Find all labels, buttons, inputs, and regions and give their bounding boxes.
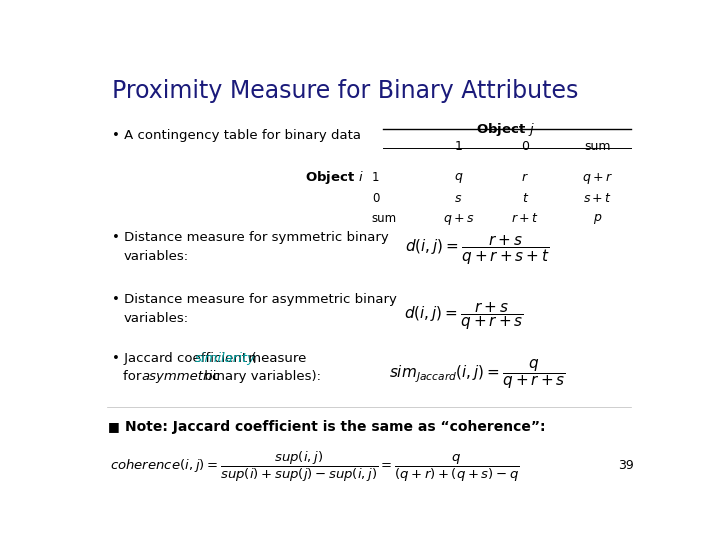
Text: variables:: variables: xyxy=(124,312,189,325)
Text: $d(i, j) = \dfrac{r + s}{q + r + s}$: $d(i, j) = \dfrac{r + s}{q + r + s}$ xyxy=(404,300,524,332)
Text: Proximity Measure for Binary Attributes: Proximity Measure for Binary Attributes xyxy=(112,79,579,103)
Text: Object $j$: Object $j$ xyxy=(477,121,535,138)
Text: asymmetric: asymmetric xyxy=(142,370,220,383)
Text: $q+s$: $q+s$ xyxy=(443,212,474,227)
Text: $d(i, j) = \dfrac{r + s}{q + r + s + t}$: $d(i, j) = \dfrac{r + s}{q + r + s + t}$ xyxy=(405,233,550,267)
Text: Object $i$: Object $i$ xyxy=(305,168,364,186)
Text: $s$: $s$ xyxy=(454,192,462,205)
Text: $sim_{Jaccard}(i, j) = \dfrac{q}{q + r + s}$: $sim_{Jaccard}(i, j) = \dfrac{q}{q + r +… xyxy=(390,357,566,392)
Text: binary variables):: binary variables): xyxy=(200,370,322,383)
Text: $q+r$: $q+r$ xyxy=(582,171,613,186)
Text: 1: 1 xyxy=(372,171,379,184)
Text: • Distance measure for symmetric binary: • Distance measure for symmetric binary xyxy=(112,231,389,244)
Text: $q$: $q$ xyxy=(454,171,463,185)
Text: $t$: $t$ xyxy=(521,192,529,205)
Text: • A contingency table for binary data: • A contingency table for binary data xyxy=(112,129,361,142)
Text: Note: Jaccard coefficient is the same as “coherence”:: Note: Jaccard coefficient is the same as… xyxy=(125,420,545,434)
Text: for: for xyxy=(124,370,146,383)
Text: variables:: variables: xyxy=(124,250,189,263)
Text: 0: 0 xyxy=(521,140,529,153)
Text: sum: sum xyxy=(372,212,397,225)
Text: similarity: similarity xyxy=(195,352,256,365)
Text: • Jaccard coefficient (: • Jaccard coefficient ( xyxy=(112,352,257,365)
Text: $r+t$: $r+t$ xyxy=(511,212,539,225)
Text: sum: sum xyxy=(585,140,611,153)
Text: 0: 0 xyxy=(372,192,379,205)
Text: $p$: $p$ xyxy=(593,212,603,226)
Text: $coherence(i, j) = \dfrac{sup(i,j)}{sup(i) + sup(j) - sup(i,j)} = \dfrac{q}{(q+r: $coherence(i, j) = \dfrac{sup(i,j)}{sup(… xyxy=(109,449,519,483)
Text: $s+t$: $s+t$ xyxy=(583,192,612,205)
Text: measure: measure xyxy=(244,352,307,365)
Text: $r$: $r$ xyxy=(521,171,529,184)
Text: • Distance measure for asymmetric binary: • Distance measure for asymmetric binary xyxy=(112,294,397,307)
Text: ■: ■ xyxy=(108,420,120,433)
Text: 1: 1 xyxy=(454,140,462,153)
Text: 39: 39 xyxy=(618,460,634,472)
